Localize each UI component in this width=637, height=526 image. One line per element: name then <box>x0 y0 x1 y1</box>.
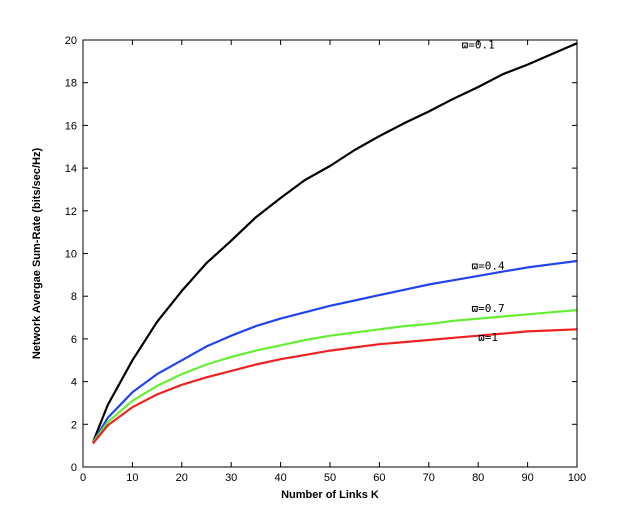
series-line-4 <box>92 328 578 445</box>
y-tick-label: 4 <box>71 377 77 389</box>
y-tick-label: 18 <box>65 78 77 90</box>
plot-area-frame <box>82 39 578 468</box>
x-tick-label: 80 <box>472 472 484 484</box>
x-tick-label: 90 <box>521 472 533 484</box>
y-tick-label: 12 <box>65 206 77 218</box>
series-label-3: ϖ=0.7 <box>472 302 505 315</box>
x-tick-label: 20 <box>176 472 188 484</box>
x-tick-label: 50 <box>324 472 336 484</box>
series-label-2: ϖ=0.4 <box>472 260 505 273</box>
axis-ticks: 0 10 20 30 40 50 60 70 80 90 100 0 2 4 6 8 10 12 14 16 18 20 <box>65 35 586 484</box>
series-line-1 <box>91 42 578 443</box>
series-label-4: ϖ=1 <box>478 331 498 344</box>
x-tick-label: 10 <box>126 472 138 484</box>
x-tick-label: 30 <box>225 472 237 484</box>
series-line-3 <box>92 309 578 444</box>
series-line-2 <box>91 259 578 443</box>
y-axis-label: Network Avergae Sum-Rate (bits/sec/Hz) <box>31 148 43 360</box>
x-tick-label: 100 <box>568 472 586 484</box>
x-tick-label: 60 <box>373 472 385 484</box>
y-tick-label: 10 <box>65 249 77 261</box>
y-tick-label: 20 <box>65 35 77 47</box>
x-tick-label: 0 <box>80 472 86 484</box>
y-tick-label: 2 <box>71 419 77 431</box>
y-tick-label: 14 <box>65 163 77 175</box>
series-label-1: ϖ=0.1 <box>462 39 495 52</box>
y-tick-label: 0 <box>71 462 77 474</box>
x-tick-label: 70 <box>423 472 435 484</box>
y-tick-label: 8 <box>71 291 77 303</box>
y-tick-label: 16 <box>65 120 77 132</box>
x-axis-label: Number of Links K <box>281 489 379 501</box>
series-labels: ϖ=0.1 ϖ=0.4 ϖ=0.7 ϖ=1 <box>462 39 505 344</box>
y-tick-label: 6 <box>71 334 77 346</box>
x-tick-label: 40 <box>274 472 286 484</box>
series-lines <box>91 42 578 445</box>
